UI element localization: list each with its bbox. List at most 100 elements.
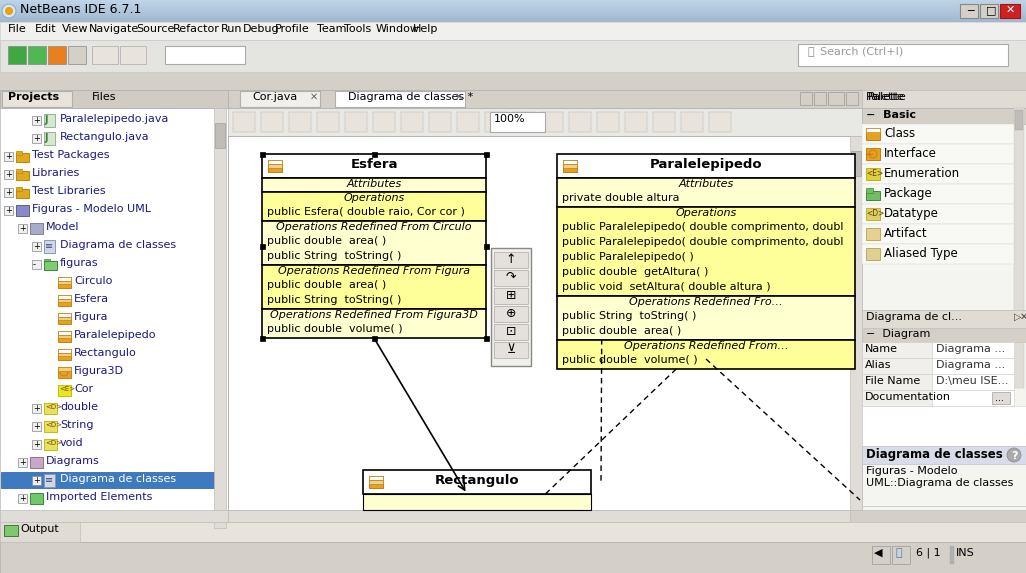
Bar xyxy=(30,493,43,504)
Bar xyxy=(228,108,862,136)
Text: Interface: Interface xyxy=(884,147,937,160)
Text: ?: ? xyxy=(1011,451,1018,461)
Text: ⊞: ⊞ xyxy=(506,289,516,302)
Bar xyxy=(494,288,528,304)
Text: NetBeans IDE 6.7.1: NetBeans IDE 6.7.1 xyxy=(19,3,142,16)
Bar xyxy=(268,160,282,172)
Bar xyxy=(851,151,861,176)
Text: Run: Run xyxy=(221,24,242,34)
Bar xyxy=(0,19,1026,20)
Text: Diagrama de classes: Diagrama de classes xyxy=(866,448,1002,461)
Text: Cor.java: Cor.java xyxy=(252,92,298,102)
Bar xyxy=(494,324,528,340)
Bar xyxy=(30,457,43,468)
Bar xyxy=(1015,110,1023,130)
Bar xyxy=(32,242,41,251)
Bar xyxy=(0,90,228,108)
Bar xyxy=(866,188,873,193)
Text: public double  area( ): public double area( ) xyxy=(562,326,681,336)
Bar xyxy=(16,171,29,180)
Text: Operations Redefined From…: Operations Redefined From… xyxy=(624,341,788,351)
Bar xyxy=(369,476,383,480)
Text: Paralelepipedo: Paralelepipedo xyxy=(74,330,157,340)
Text: public double  area( ): public double area( ) xyxy=(267,236,386,246)
Text: Palette: Palette xyxy=(866,92,905,102)
Text: Output: Output xyxy=(19,524,58,534)
Bar xyxy=(494,252,528,268)
Bar xyxy=(846,92,858,105)
Bar xyxy=(862,224,1014,244)
Bar xyxy=(58,299,71,302)
Text: +: + xyxy=(33,440,40,449)
Bar xyxy=(16,187,22,191)
Bar xyxy=(48,46,66,64)
Text: +: + xyxy=(33,242,40,251)
Text: −  Diagram: − Diagram xyxy=(866,329,931,339)
Bar xyxy=(814,92,826,105)
Text: Aliased Type: Aliased Type xyxy=(884,247,957,260)
Bar xyxy=(862,90,1026,370)
Bar xyxy=(262,265,486,309)
Text: Package: Package xyxy=(884,187,933,200)
Text: <D>: <D> xyxy=(45,404,62,410)
Bar xyxy=(401,112,423,132)
Bar xyxy=(862,310,1026,510)
Text: public Paralelepipedo( ): public Paralelepipedo( ) xyxy=(562,252,694,262)
Bar xyxy=(0,16,1026,17)
Text: public Paralelepipedo( double comprimento, doubl: public Paralelepipedo( double compriment… xyxy=(562,222,843,232)
Bar xyxy=(58,281,71,284)
Bar xyxy=(494,270,528,286)
Bar xyxy=(262,154,486,178)
Bar xyxy=(8,46,26,64)
Text: Esfera: Esfera xyxy=(74,294,109,304)
Bar xyxy=(0,15,1026,16)
Text: +: + xyxy=(19,458,26,467)
Bar xyxy=(317,112,339,132)
Text: Rectangulo.java: Rectangulo.java xyxy=(60,132,150,142)
Bar xyxy=(262,178,486,192)
Text: Figuras - Modelo
UML::Diagrama de classes: Figuras - Modelo UML::Diagrama de classe… xyxy=(866,466,1014,488)
Bar xyxy=(0,6,1026,7)
Text: ⊕: ⊕ xyxy=(506,307,516,320)
Text: public double  volume( ): public double volume( ) xyxy=(267,324,402,334)
Bar xyxy=(866,208,880,220)
Bar xyxy=(490,112,545,132)
Text: Rectangulo: Rectangulo xyxy=(74,348,136,358)
Bar xyxy=(625,112,647,132)
Bar xyxy=(457,112,479,132)
Bar xyxy=(862,244,1014,264)
Bar xyxy=(0,7,1026,8)
Text: Window: Window xyxy=(376,24,420,34)
Bar xyxy=(483,151,488,156)
Bar xyxy=(491,248,531,366)
Bar xyxy=(92,46,118,64)
Bar xyxy=(0,522,1026,542)
Bar xyxy=(557,178,855,207)
Bar xyxy=(345,112,367,132)
Text: Edit: Edit xyxy=(35,24,56,34)
Bar xyxy=(4,188,13,197)
Bar xyxy=(0,9,1026,10)
Bar xyxy=(369,476,383,488)
Text: Datatype: Datatype xyxy=(884,207,939,220)
Bar xyxy=(16,205,29,216)
Text: ◀: ◀ xyxy=(874,548,882,558)
Bar xyxy=(18,224,27,233)
Text: □: □ xyxy=(986,5,996,15)
Text: public void  setAltura( double altura ): public void setAltura( double altura ) xyxy=(562,282,771,292)
Text: ↑: ↑ xyxy=(506,253,516,266)
Bar xyxy=(44,403,57,414)
Text: Figura: Figura xyxy=(74,312,109,322)
Text: Diagrama ...: Diagrama ... xyxy=(936,360,1005,370)
Text: +: + xyxy=(33,116,40,125)
Bar xyxy=(892,546,910,564)
Text: Diagrams: Diagrams xyxy=(46,456,100,466)
Bar xyxy=(494,306,528,322)
Bar xyxy=(268,160,282,164)
Text: Artifact: Artifact xyxy=(884,227,928,240)
Bar xyxy=(0,14,1026,15)
Text: public double  area( ): public double area( ) xyxy=(267,280,386,290)
Text: Model: Model xyxy=(46,222,79,232)
Text: public String  toString( ): public String toString( ) xyxy=(267,295,401,305)
Bar xyxy=(866,228,880,240)
